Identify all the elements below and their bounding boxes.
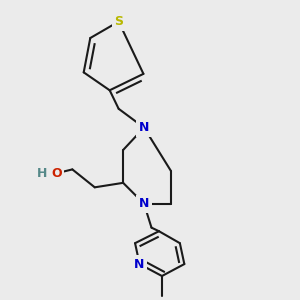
Text: N: N: [139, 197, 149, 210]
Text: H: H: [37, 167, 47, 180]
Text: N: N: [139, 121, 149, 134]
Text: O: O: [51, 167, 62, 180]
Text: S: S: [114, 15, 123, 28]
Text: N: N: [134, 258, 145, 271]
